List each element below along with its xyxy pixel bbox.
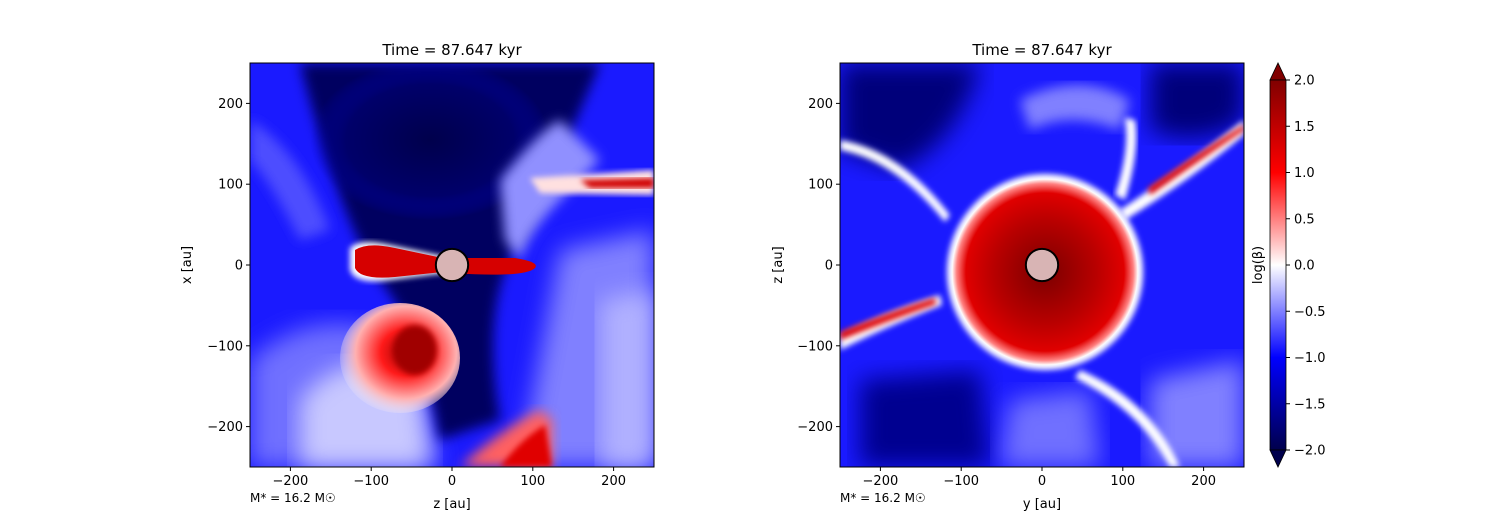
right-ytick-label: −200 — [797, 420, 833, 435]
left-ytick-label: 200 — [218, 97, 243, 112]
left-sink-marker — [434, 247, 470, 283]
colorbar-tick-label: −1.0 — [1294, 351, 1326, 366]
right-ytick-label: 100 — [808, 178, 833, 193]
right-panel: −200 −100 0 100 200 −200 −100 0 100 200 Time = 87… — [771, 41, 1245, 512]
right-xtick-label: 0 — [1038, 474, 1046, 489]
colorbar-max-extension — [1269, 62, 1287, 81]
right-xlabel: y [au] — [1023, 497, 1061, 512]
colorbar-tick-label: −2.0 — [1294, 444, 1326, 459]
right-mass-annotation: M* = 16.2 M☉ — [840, 491, 926, 505]
right-xtick-label: 100 — [1110, 474, 1135, 489]
left-ytick-label: 0 — [235, 259, 243, 274]
left-ylabel: x [au] — [180, 246, 195, 284]
right-xtick-label: −200 — [863, 474, 899, 489]
right-ytick-label: −100 — [797, 339, 833, 354]
left-xtick-label: 100 — [520, 474, 545, 489]
left-xtick-label: 200 — [601, 474, 626, 489]
colorbar-tick-label: −0.5 — [1294, 305, 1326, 320]
left-xtick-label: −200 — [273, 474, 309, 489]
right-xtick-label: −100 — [943, 474, 979, 489]
right-sink-marker — [1024, 247, 1060, 283]
right-ytick-label: 0 — [825, 259, 833, 274]
left-xlabel: z [au] — [433, 497, 470, 512]
right-ytick-label: 200 — [808, 97, 833, 112]
colorbar-min-extension — [1269, 449, 1287, 468]
colorbar-label: log(β) — [1251, 246, 1266, 284]
colorbar-tick-label: 1.0 — [1294, 166, 1315, 181]
left-ytick-label: −200 — [207, 420, 243, 435]
colorbar-tick-label: 0.0 — [1294, 259, 1315, 274]
colorbar-gradient — [1269, 79, 1287, 451]
right-title: Time = 87.647 kyr — [971, 41, 1112, 59]
colorbar-tick-label: −1.5 — [1294, 397, 1326, 412]
left-xtick-label: 0 — [448, 474, 456, 489]
colorbar: 2.0 1.5 1.0 0.5 0.0 −0.5 −1.0 −1.5 −2.0 log(β) — [1251, 62, 1326, 468]
colorbar-tick-label: 0.5 — [1294, 212, 1315, 227]
right-ylabel: z [au] — [771, 246, 786, 283]
left-xtick-label: −100 — [353, 474, 389, 489]
colorbar-tick-label: 2.0 — [1294, 74, 1315, 89]
colorbar-ticks: 2.0 1.5 1.0 0.5 0.0 −0.5 −1.0 −1.5 −2.0 — [1286, 74, 1326, 459]
right-xtick-label: 200 — [1191, 474, 1216, 489]
right-ticks: −200 −100 0 100 200 −200 −100 0 100 200 — [797, 97, 1216, 489]
left-ytick-label: −100 — [207, 339, 243, 354]
left-ytick-label: 100 — [218, 178, 243, 193]
left-heatmap — [250, 63, 654, 467]
left-mass-annotation: M* = 16.2 M☉ — [250, 491, 336, 505]
left-panel: −200 −100 0 100 200 −200 −100 0 100 200 Time = 87… — [180, 41, 655, 512]
colorbar-tick-label: 1.5 — [1294, 120, 1315, 135]
left-ticks: −200 −100 0 100 200 −200 −100 0 100 200 — [207, 97, 626, 489]
left-title: Time = 87.647 kyr — [381, 41, 522, 59]
